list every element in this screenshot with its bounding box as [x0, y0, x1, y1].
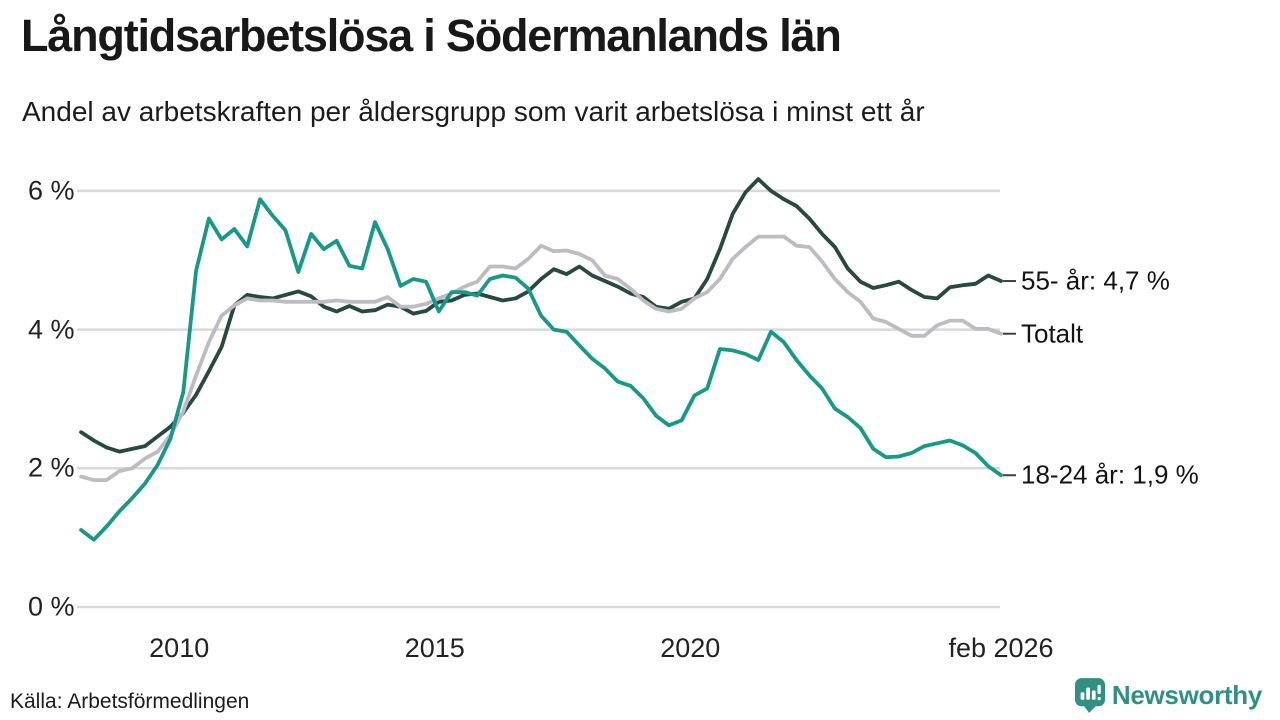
x-tick-label-feb-2026: feb 2026 — [948, 633, 1054, 663]
x-tick-label-2015: 2015 — [404, 633, 465, 663]
newsworthy-pin-icon — [1074, 678, 1105, 713]
end-label-18-24r: 18-24 år: 1,9 % — [1021, 459, 1199, 490]
end-label-Totalt: Totalt — [1021, 318, 1084, 349]
end-label-55-r: 55- år: 4,7 % — [1021, 265, 1170, 296]
page-title: Långtidsarbetslösa i Södermanlands län — [21, 10, 842, 61]
y-tick-label-2: 2 % — [28, 452, 75, 483]
series-line-Totalt — [79, 234, 1003, 483]
y-tick-label-0: 0 % — [28, 591, 75, 622]
x-tick-label-2020: 2020 — [660, 633, 721, 663]
source-attribution: Källa: Arbetsförmedlingen — [10, 690, 250, 713]
newsworthy-wordmark: Newsworthy — [1111, 680, 1262, 710]
y-tick-label-6: 6 % — [28, 175, 75, 206]
y-tick-label-4: 4 % — [28, 314, 75, 345]
x-tick-label-2010: 2010 — [149, 633, 210, 663]
series-line-18-24r — [79, 197, 1003, 542]
chart-subtitle: Andel av arbetskraften per åldersgrupp s… — [22, 96, 925, 127]
newsworthy-logo[interactable]: Newsworthy — [1074, 678, 1262, 713]
